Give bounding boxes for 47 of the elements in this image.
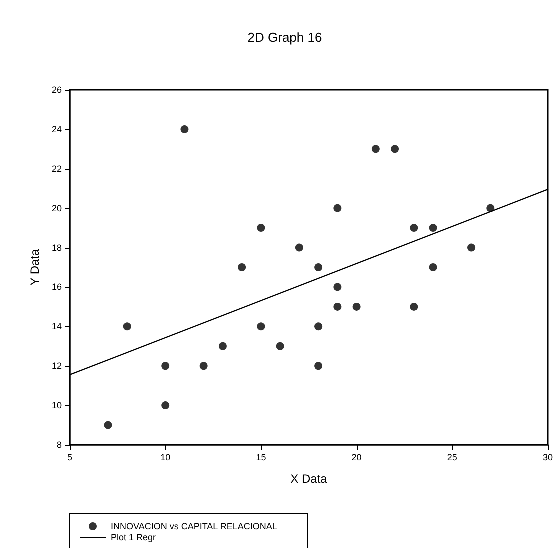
y-axis-title: Y Data	[28, 248, 42, 286]
x-tick-label: 20	[352, 452, 362, 462]
x-tick-label: 5	[67, 452, 73, 462]
x-tick-label: 10	[160, 452, 171, 462]
point	[180, 125, 189, 134]
point	[410, 302, 418, 311]
chart-title: 2D Graph 16	[248, 30, 322, 45]
point	[372, 145, 380, 154]
y-tick-label: 8	[56, 440, 62, 450]
point	[352, 302, 361, 311]
y-tick-label: 12	[52, 361, 62, 372]
point	[468, 244, 476, 252]
point	[295, 244, 304, 252]
point	[334, 283, 342, 292]
point	[162, 402, 170, 410]
legend-label: Plot 1 Regr	[111, 532, 156, 542]
x-tick-label: 25	[447, 452, 458, 462]
y-tick-label: 16	[52, 282, 62, 292]
y-tick-label: 22	[52, 164, 62, 174]
point	[314, 362, 323, 370]
point	[276, 342, 284, 350]
y-tick-label: 10	[52, 400, 62, 411]
point	[200, 362, 208, 370]
y-tick-label: 24	[52, 124, 62, 134]
x-axis-title: X Data	[290, 472, 328, 486]
point	[162, 362, 170, 370]
point	[314, 322, 323, 331]
y-tick-label: 26	[52, 85, 62, 95]
point	[218, 342, 227, 350]
point	[429, 264, 438, 272]
point	[314, 264, 323, 272]
point	[334, 302, 342, 311]
point	[257, 322, 266, 331]
y-tick-label: 20	[52, 203, 62, 214]
point	[334, 204, 342, 212]
point	[257, 224, 266, 232]
point	[123, 322, 132, 331]
y-tick-label: 14	[52, 322, 62, 332]
point	[391, 145, 400, 154]
point	[429, 224, 438, 232]
point	[410, 224, 418, 232]
x-tick-label: 30	[542, 452, 554, 462]
point	[104, 421, 112, 430]
legend-label: INNOVACION vs CAPITAL RELACIONAL	[111, 522, 278, 532]
x-tick-label: 15	[256, 452, 266, 462]
point	[238, 264, 246, 272]
y-tick-label: 18	[52, 242, 62, 253]
